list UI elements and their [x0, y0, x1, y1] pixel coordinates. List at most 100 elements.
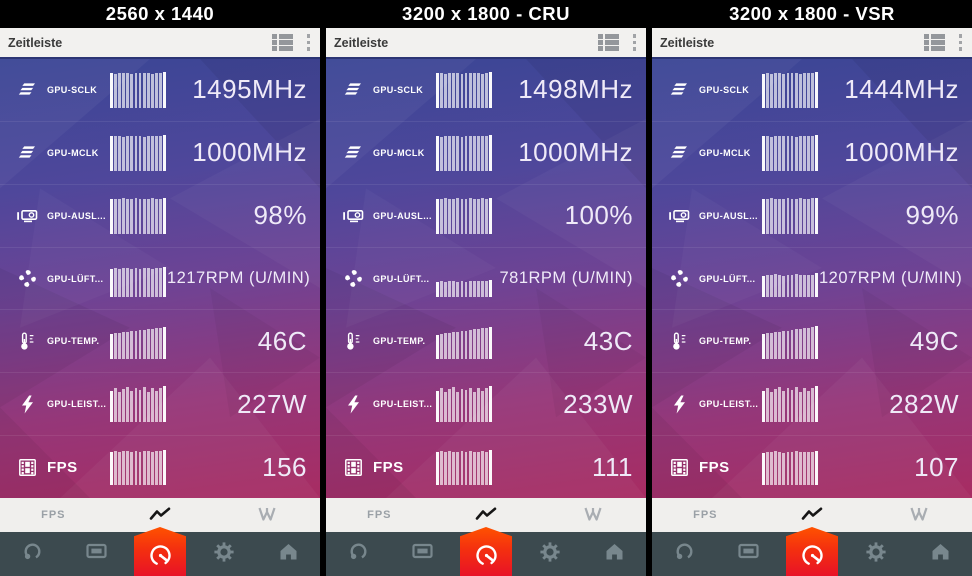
nav-item-settings-gear[interactable]	[192, 532, 256, 576]
list-view-icon-row	[924, 46, 945, 51]
metric-label: FPS	[699, 458, 730, 476]
nav-item-home[interactable]	[256, 532, 320, 576]
nav-item-display[interactable]	[390, 532, 454, 576]
tab-timeline[interactable]	[759, 498, 866, 532]
metric-row-gpu-sclk[interactable]: GPU-SCLK 1444MHz	[652, 59, 972, 122]
sparkline-bar	[138, 268, 142, 297]
tab-timeline[interactable]	[433, 498, 540, 532]
active-nav-indicator[interactable]	[786, 527, 838, 576]
sparkline-bar	[118, 268, 121, 297]
sparkline-bar	[122, 73, 126, 108]
metric-row-gpu-temp[interactable]: GPU-TEMP. 49C	[652, 310, 972, 374]
nav-item-home[interactable]	[582, 532, 646, 576]
sparkline-bar	[456, 331, 460, 360]
metric-row-gpu-mclk[interactable]: GPU-MCLK 1000MHz	[326, 122, 646, 185]
tab-strip: FPS	[652, 498, 972, 532]
metric-row-fps[interactable]: FPS 156	[0, 436, 320, 498]
sparkline-bar	[468, 450, 472, 486]
list-view-icon-row	[598, 46, 619, 51]
sparkline-bar	[811, 135, 814, 171]
sparkline-bar	[440, 199, 443, 234]
sparkline-bar	[815, 134, 819, 171]
metric-sparkline	[110, 261, 167, 297]
metric-value: 98%	[253, 200, 307, 231]
sparkline-bar	[811, 326, 814, 360]
fan-icon	[667, 268, 691, 290]
tab-timeline[interactable]	[107, 498, 214, 532]
sparkline-bar	[802, 275, 806, 297]
header-actions	[272, 34, 312, 51]
tab-fps[interactable]: FPS	[693, 509, 718, 521]
metric-row-gpu-temp[interactable]: GPU-TEMP. 46C	[0, 310, 320, 374]
nav-item-performance-ring[interactable]	[0, 532, 64, 576]
metric-row-gpu-temp[interactable]: GPU-TEMP. 43C	[326, 310, 646, 374]
tab-fps[interactable]: FPS	[41, 509, 66, 521]
nav-item-performance-ring[interactable]	[652, 532, 716, 576]
sparkline-bar	[130, 198, 134, 234]
kebab-menu-icon[interactable]	[958, 34, 962, 51]
metric-label: FPS	[373, 458, 404, 476]
nav-item-display[interactable]	[64, 532, 128, 576]
sparkline-bar	[452, 451, 456, 486]
sparkline-bar	[472, 73, 476, 108]
metric-row-gpu-sclk[interactable]: GPU-SCLK 1498MHz	[326, 59, 646, 122]
metric-value: 1495MHz	[192, 74, 307, 105]
metric-row-fps[interactable]: FPS 107	[652, 436, 972, 498]
metric-row-gpu-sclk[interactable]: GPU-SCLK 1495MHz	[0, 59, 320, 122]
metric-row-gpu-ausl[interactable]: GPU-AUSL... 98%	[0, 185, 320, 248]
metric-row-gpu-lueft[interactable]: GPU-LÜFT... 1217RPM (U/MIN)	[0, 248, 320, 311]
nav-item-home[interactable]	[908, 532, 972, 576]
sparkline-bar	[485, 135, 488, 171]
tab-wattman[interactable]	[865, 498, 972, 532]
sparkline-bar	[794, 199, 798, 234]
sparkline-bar	[440, 136, 443, 171]
metric-label: GPU-TEMP.	[47, 336, 100, 347]
sparkline-bar	[794, 387, 798, 423]
sparkline-bar	[782, 452, 786, 486]
sparkline-bar	[126, 135, 130, 171]
nav-item-display[interactable]	[716, 532, 780, 576]
nav-item-performance-ring[interactable]	[326, 532, 390, 576]
sparkline-bar	[142, 387, 146, 423]
kebab-menu-icon[interactable]	[632, 34, 636, 51]
metric-row-gpu-leist[interactable]: GPU-LEIST... 233W	[326, 373, 646, 437]
sparkline-bar	[485, 281, 488, 297]
sparkline-bar	[155, 328, 158, 360]
metric-row-gpu-leist[interactable]: GPU-LEIST... 227W	[0, 373, 320, 437]
metric-row-gpu-lueft[interactable]: GPU-LÜFT... 1207RPM (U/MIN)	[652, 248, 972, 311]
metric-row-gpu-leist[interactable]: GPU-LEIST... 282W	[652, 373, 972, 437]
metric-row-gpu-mclk[interactable]: GPU-MCLK 1000MHz	[0, 122, 320, 185]
metric-sparkline	[436, 134, 493, 171]
sparkline-bar	[163, 266, 167, 297]
sparkline-bar	[468, 198, 472, 234]
tab-wattman[interactable]	[213, 498, 320, 532]
sparkline-bar	[468, 136, 472, 171]
active-nav-indicator[interactable]	[460, 527, 512, 576]
sparkline-bar	[485, 198, 488, 234]
sparkline-bar	[762, 73, 765, 108]
list-view-icon[interactable]	[924, 34, 945, 51]
tab-fps[interactable]: FPS	[367, 509, 392, 521]
metric-row-fps[interactable]: FPS 111	[326, 436, 646, 498]
list-view-icon[interactable]	[598, 34, 619, 51]
speed-icon	[15, 79, 39, 101]
metric-row-gpu-ausl[interactable]: GPU-AUSL... 100%	[326, 185, 646, 248]
home-icon	[931, 543, 950, 565]
metric-row-gpu-lueft[interactable]: GPU-LÜFT... 781RPM (U/MIN)	[326, 248, 646, 311]
active-nav-indicator[interactable]	[134, 527, 186, 576]
list-icon-square	[598, 34, 603, 39]
metric-rows: GPU-SCLK 1498MHz GPU-MCLK 1000MHz GPU-AUSL..…	[326, 59, 646, 498]
tab-wattman[interactable]	[539, 498, 646, 532]
kebab-menu-icon[interactable]	[306, 34, 310, 51]
metric-row-gpu-mclk[interactable]: GPU-MCLK 1000MHz	[652, 122, 972, 185]
metric-label: GPU-TEMP.	[373, 336, 426, 347]
nav-item-settings-gear[interactable]	[518, 532, 582, 576]
nav-item-settings-gear[interactable]	[844, 532, 908, 576]
sparkline-bar	[114, 450, 117, 486]
sparkline-bar	[798, 135, 802, 171]
metric-row-gpu-ausl[interactable]: GPU-AUSL... 99%	[652, 185, 972, 248]
sparkline-bar	[790, 329, 794, 360]
list-view-icon[interactable]	[272, 34, 293, 51]
sparkline-bar	[811, 73, 814, 108]
sparkline-bar	[774, 274, 778, 297]
